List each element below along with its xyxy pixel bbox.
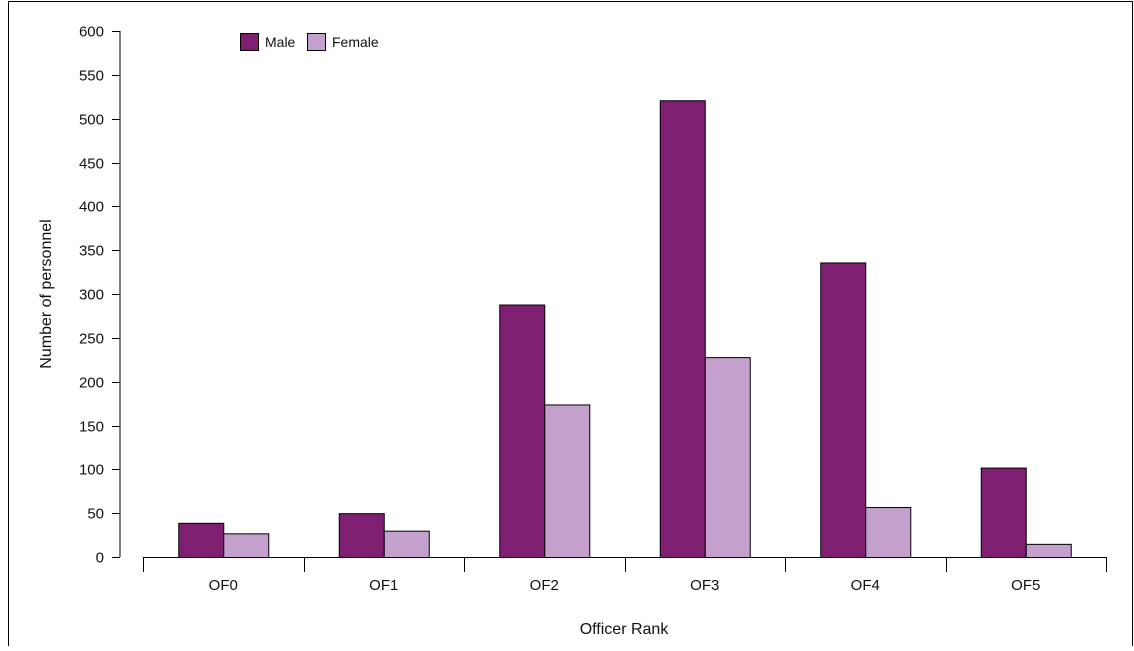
y-tick-label: 500 <box>79 112 104 129</box>
y-tick-label: 150 <box>79 419 104 436</box>
x-tick-label: OF0 <box>209 577 238 594</box>
x-tick-label: OF3 <box>690 577 719 594</box>
bar-female-of5 <box>1025 543 1072 558</box>
y-tick-label: 600 <box>79 24 104 41</box>
y-tick-label: 200 <box>79 375 104 392</box>
legend-label-female: Female <box>332 34 379 50</box>
y-tick-label: 300 <box>79 287 104 304</box>
y-axis-title: Number of personnel <box>38 219 55 368</box>
bar-male-of4 <box>820 262 867 558</box>
x-axis: OF0 OF1 OF2 OF3 OF4 OF5 <box>143 557 1107 594</box>
y-tick-label: 250 <box>79 331 104 348</box>
x-tick-label: OF5 <box>1011 577 1040 594</box>
y-tick-label: 50 <box>87 506 104 523</box>
x-tick-label: OF1 <box>369 577 398 594</box>
y-tick-label: 450 <box>79 156 104 173</box>
bar-female-of2 <box>544 404 591 558</box>
legend-label-male: Male <box>265 34 296 50</box>
bar-female-of4 <box>865 507 912 558</box>
y-axis: 0 50 100 150 200 250 300 350 400 450 500 550 600 <box>79 24 121 567</box>
bar-male-of1 <box>338 513 385 559</box>
x-tick-label: OF4 <box>851 577 880 594</box>
x-axis-title: Officer Rank <box>580 621 670 638</box>
bar-male-of3 <box>659 100 706 559</box>
bar-male-of5 <box>980 467 1027 558</box>
y-tick-label: 350 <box>79 243 104 260</box>
y-tick-label: 0 <box>96 550 104 567</box>
bar-female-of1 <box>383 530 430 559</box>
y-tick-label: 550 <box>79 68 104 85</box>
y-tick-label: 100 <box>79 462 104 479</box>
x-tick-label: OF2 <box>530 577 559 594</box>
legend: Male Female <box>240 33 379 51</box>
legend-swatch-male <box>240 33 259 51</box>
bars <box>178 100 1072 559</box>
y-tick-label: 400 <box>79 199 104 216</box>
bar-female-of0 <box>223 533 270 559</box>
bar-male-of0 <box>178 522 225 558</box>
bar-male-of2 <box>499 304 546 558</box>
bar-female-of3 <box>704 357 751 558</box>
legend-swatch-female <box>307 33 326 51</box>
